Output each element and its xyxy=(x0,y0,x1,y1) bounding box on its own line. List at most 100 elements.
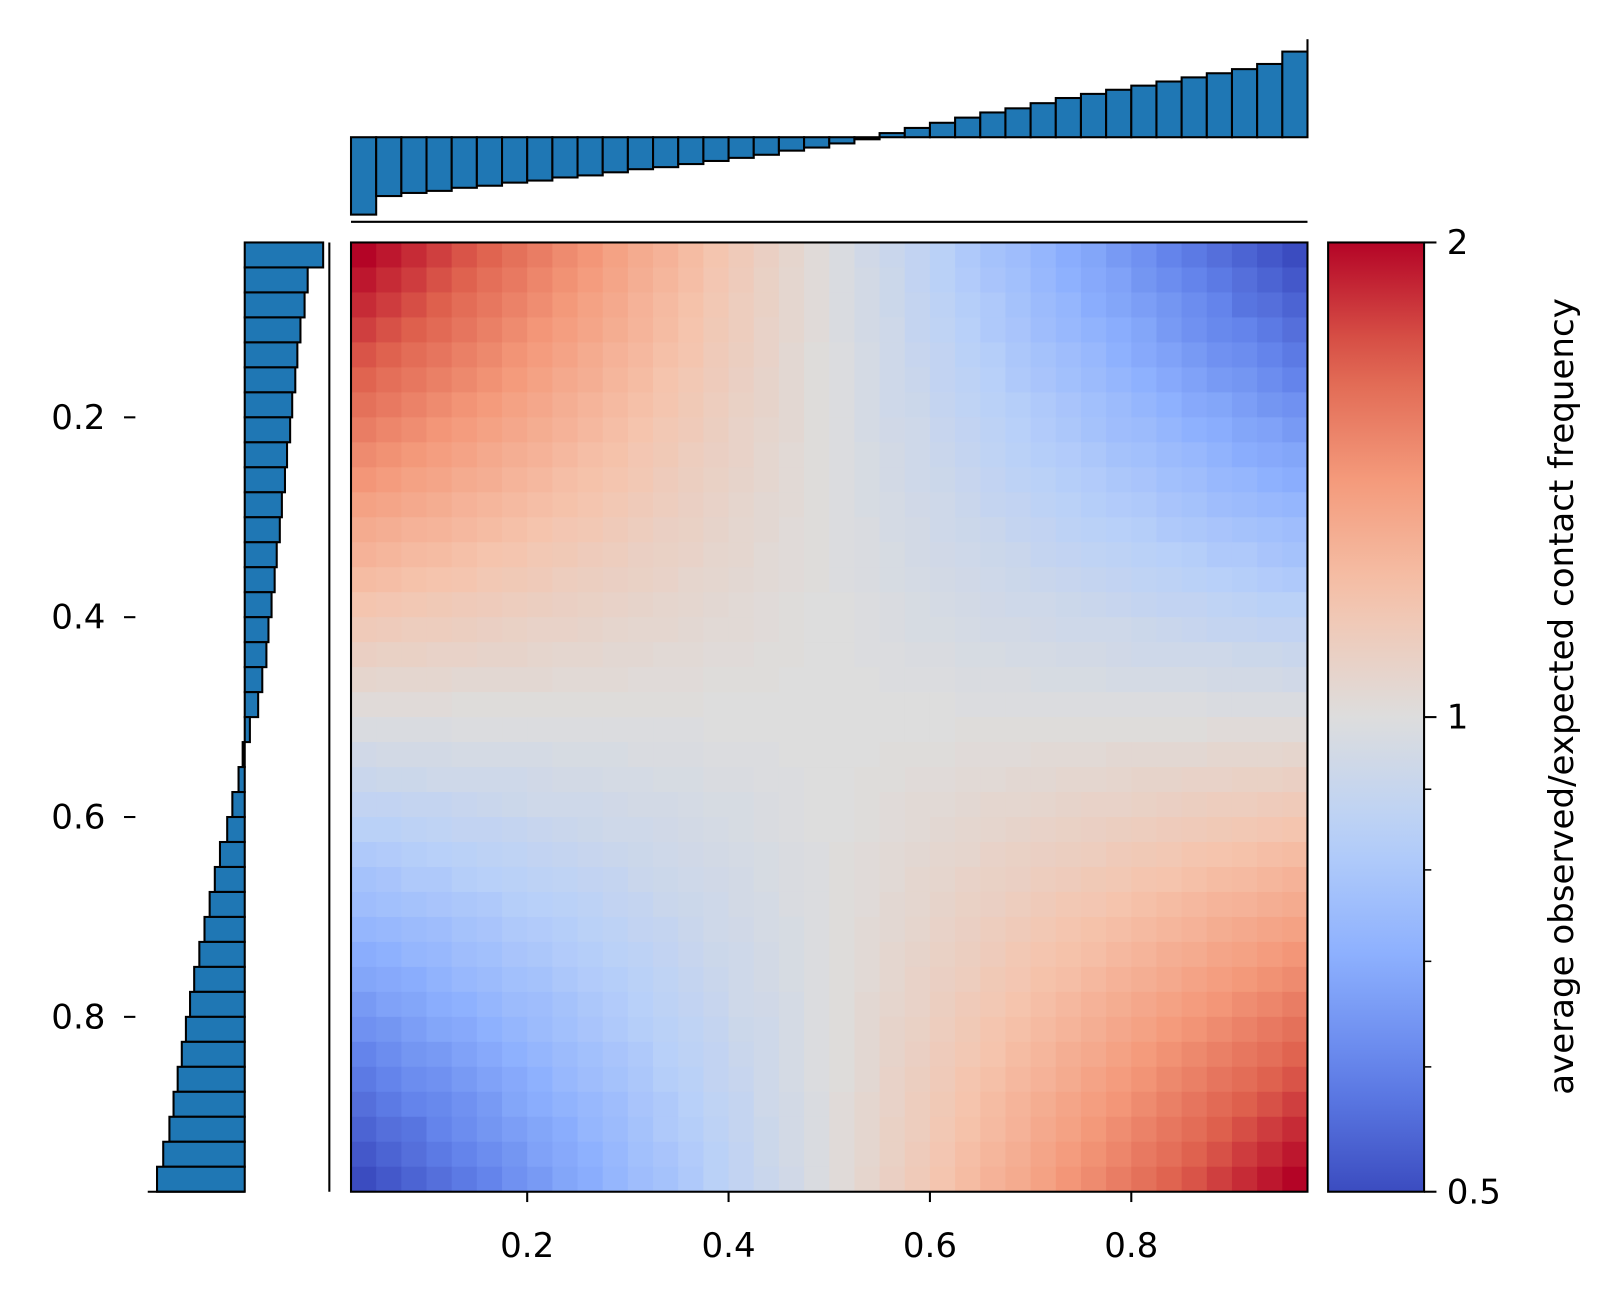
heat-cell xyxy=(1080,1041,1107,1068)
heat-cell xyxy=(351,991,377,1018)
heat-cell xyxy=(426,317,453,344)
heat-cell xyxy=(577,792,604,818)
heat-cell xyxy=(980,442,1007,468)
heat-cell xyxy=(703,317,730,344)
heat-cell xyxy=(879,966,906,993)
heat-cell xyxy=(401,1116,428,1143)
heat-cell xyxy=(527,342,553,368)
heat-cell xyxy=(728,717,755,743)
heat-cell xyxy=(1131,292,1158,319)
heat-cell xyxy=(602,817,629,843)
heat-cell xyxy=(527,642,553,668)
top-marginal-bar xyxy=(400,136,428,194)
heat-cell xyxy=(904,342,931,368)
heat-cell xyxy=(929,1091,956,1118)
heat-cell xyxy=(351,1116,377,1143)
heat-cell xyxy=(426,592,453,618)
heat-cell xyxy=(451,592,478,618)
heat-cell xyxy=(1257,517,1283,543)
heat-cell xyxy=(929,317,956,344)
heat-cell xyxy=(1282,567,1309,593)
heat-cell xyxy=(653,317,679,344)
heat-cell xyxy=(829,317,856,344)
heat-cell xyxy=(476,742,503,768)
heat-cell xyxy=(980,492,1007,518)
heat-cell xyxy=(929,1141,956,1168)
heat-cell xyxy=(1206,966,1233,993)
heat-cell xyxy=(1131,517,1158,543)
heat-cell xyxy=(627,267,654,294)
heat-cell xyxy=(904,392,931,418)
heat-cell xyxy=(653,642,679,668)
heat-cell xyxy=(1055,866,1082,893)
heat-cell xyxy=(1181,417,1208,443)
heat-cell xyxy=(577,991,604,1018)
heat-cell xyxy=(1257,342,1283,368)
heat-cell xyxy=(426,267,453,294)
heat-cell xyxy=(1206,567,1233,593)
heat-cell xyxy=(627,1116,654,1143)
heat-cell xyxy=(980,517,1007,543)
heat-cell xyxy=(929,617,956,643)
heat-cell xyxy=(1005,767,1032,793)
heat-cell xyxy=(502,342,528,368)
heat-cell xyxy=(879,842,906,868)
heat-cell xyxy=(653,941,679,968)
heat-cell xyxy=(502,1141,528,1168)
heat-cell xyxy=(1257,866,1283,893)
heat-cell xyxy=(1231,542,1258,568)
heat-cell xyxy=(552,242,579,269)
heat-cell xyxy=(854,367,881,393)
heat-cell xyxy=(1181,317,1208,344)
heat-cell xyxy=(401,1166,428,1193)
colorbar-tick-label: 2 xyxy=(1447,223,1469,263)
heat-cell xyxy=(980,317,1007,344)
heat-cell xyxy=(351,517,377,543)
heat-cell xyxy=(451,542,478,568)
top-marginal-bar xyxy=(526,136,554,182)
heat-cell xyxy=(1005,267,1032,294)
heat-cell xyxy=(753,1066,780,1093)
heat-cell xyxy=(1206,891,1233,918)
heat-cell xyxy=(955,1141,981,1168)
heat-cell xyxy=(577,916,604,943)
heat-cell xyxy=(753,392,780,418)
heat-cell xyxy=(552,367,579,393)
heat-cell xyxy=(1257,367,1283,393)
heat-cell xyxy=(653,242,679,269)
heat-cell xyxy=(778,842,805,868)
heat-cell xyxy=(602,1141,629,1168)
heat-cell xyxy=(678,317,705,344)
left-marginal-bar xyxy=(189,990,246,1018)
heat-cell xyxy=(602,417,629,443)
heat-cell xyxy=(1030,367,1057,393)
heat-cell xyxy=(401,592,428,618)
heat-cell xyxy=(829,492,856,518)
heat-cell xyxy=(627,966,654,993)
heat-cell xyxy=(904,1116,931,1143)
heat-cell xyxy=(1030,767,1057,793)
heat-cell xyxy=(401,717,428,743)
heat-cell xyxy=(1030,1141,1057,1168)
heat-cell xyxy=(451,866,478,893)
heat-cell xyxy=(753,966,780,993)
heat-cell xyxy=(929,767,956,793)
heat-cell xyxy=(527,367,553,393)
heat-cell xyxy=(552,1016,579,1043)
heat-cell xyxy=(1055,642,1082,668)
heat-cell xyxy=(703,292,730,319)
heat-cell xyxy=(929,442,956,468)
heat-cell xyxy=(1181,342,1208,368)
heat-cell xyxy=(552,891,579,918)
heat-cell xyxy=(980,692,1007,718)
heat-cell xyxy=(527,792,553,818)
heat-cell xyxy=(678,292,705,319)
heat-cell xyxy=(1055,592,1082,618)
heat-cell xyxy=(904,492,931,518)
heat-cell xyxy=(351,817,377,843)
heat-cell xyxy=(1257,1016,1283,1043)
heat-cell xyxy=(678,1016,705,1043)
heat-cell xyxy=(854,292,881,319)
heat-cell xyxy=(502,866,528,893)
heat-cell xyxy=(476,1066,503,1093)
